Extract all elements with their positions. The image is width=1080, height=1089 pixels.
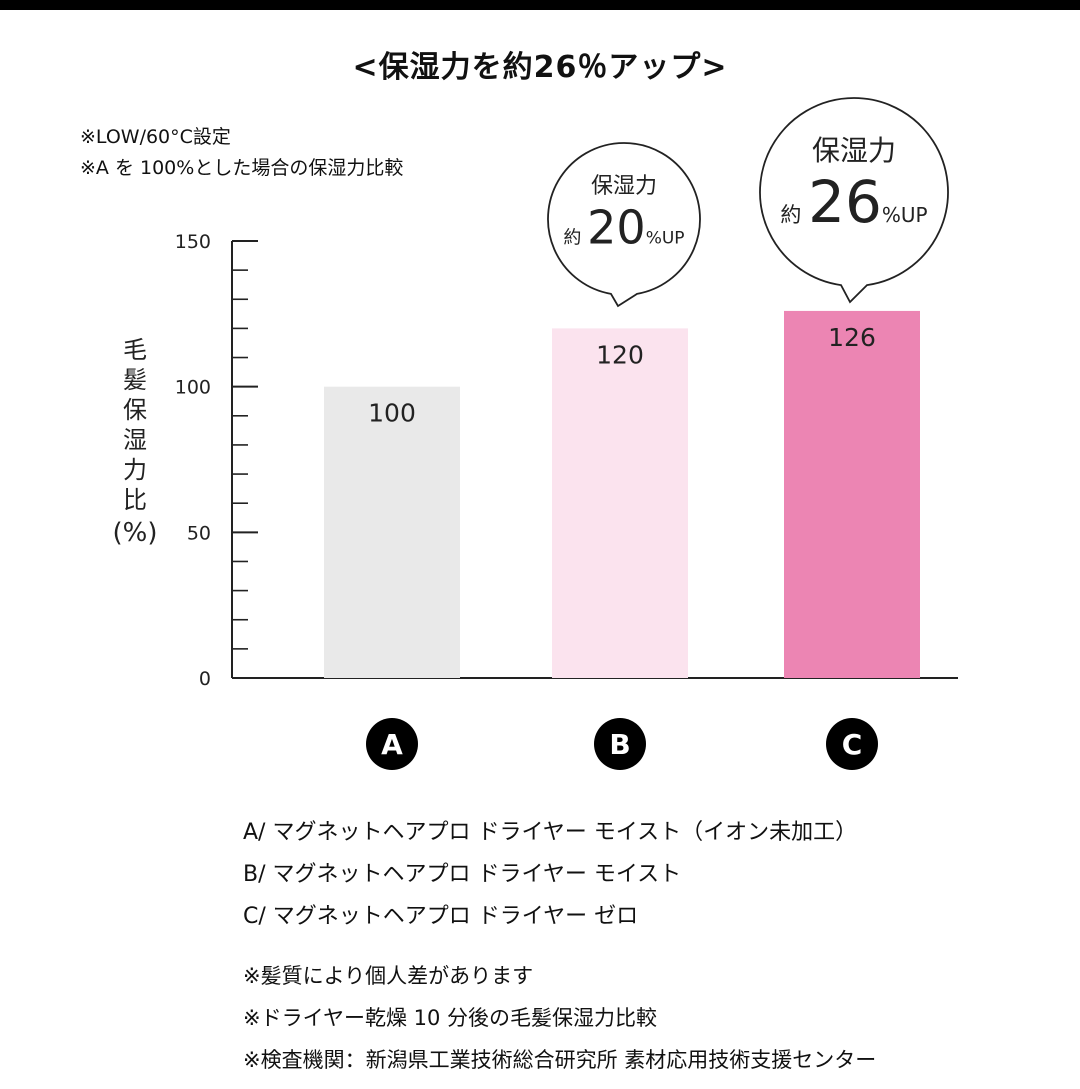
- y-axis-label-char: 力: [123, 456, 147, 484]
- callout-value: 約 26%UP: [780, 168, 927, 236]
- y-tick-label: 100: [175, 377, 211, 399]
- x-tick-label: B: [609, 728, 630, 761]
- callout-value: 約 20%UP: [563, 200, 684, 254]
- y-axis-label-char: 髪: [123, 366, 147, 394]
- legend-item-a: A/ マグネットヘアプロ ドライヤー モイスト（イオン未加工）: [243, 820, 858, 845]
- callout-bubble-b: [547, 142, 701, 308]
- note-setting: ※LOW/60°C設定: [80, 126, 231, 148]
- bar-value-label: 126: [828, 323, 876, 352]
- legend-item-b: B/ マグネットヘアプロ ドライヤー モイスト: [243, 862, 682, 887]
- x-tick-label: C: [842, 728, 863, 761]
- bar-value-label: 120: [596, 340, 644, 369]
- y-axis-label-char: 毛: [123, 336, 147, 364]
- bar-c: [784, 310, 920, 678]
- footnote-hair-type: ※髪質により個人差があります: [243, 964, 534, 988]
- callout-heading: 保湿力: [591, 174, 657, 199]
- category-badge-a: [366, 718, 418, 770]
- bar-value-label: 100: [368, 399, 416, 428]
- footnotes: ※髪質により個人差があります ※ドライヤー乾燥 10 分後の毛髪保湿力比較 ※検…: [243, 955, 876, 1081]
- category-badge-b: [594, 718, 646, 770]
- bar-a: [324, 386, 460, 678]
- y-tick-label: 50: [187, 522, 211, 544]
- bar-b: [552, 328, 688, 678]
- y-tick-label: 0: [199, 668, 211, 690]
- callout-bubble-c: [759, 97, 949, 304]
- category-badge-c: [826, 718, 878, 770]
- top-border: [0, 0, 1080, 10]
- y-axis-unit: (%): [113, 518, 158, 548]
- legend-item-c: C/ マグネットヘアプロ ドライヤー ゼロ: [243, 904, 639, 929]
- callout-heading: 保湿力: [812, 134, 896, 167]
- x-tick-label: A: [381, 728, 403, 761]
- footnote-test-institution: ※検査機関：新潟県工業技術総合研究所 素材応用技術支援センター: [243, 1048, 877, 1072]
- legend: A/ マグネットヘアプロ ドライヤー モイスト（イオン未加工） B/ マグネット…: [243, 812, 857, 938]
- y-axis-label-char: 湿: [123, 426, 147, 454]
- notes-top: ※LOW/60°C設定 ※A を 100%とした場合の保湿力比較: [80, 122, 403, 184]
- footnote-test-condition: ※ドライヤー乾燥 10 分後の毛髪保湿力比較: [243, 1006, 658, 1030]
- chart-title: <保湿力を約26％アップ>: [352, 50, 728, 85]
- y-axis-label-char: 比: [123, 486, 147, 514]
- note-baseline: ※A を 100%とした場合の保湿力比較: [80, 157, 404, 179]
- y-tick-label: 150: [175, 231, 211, 253]
- y-axis-label-char: 保: [123, 396, 147, 424]
